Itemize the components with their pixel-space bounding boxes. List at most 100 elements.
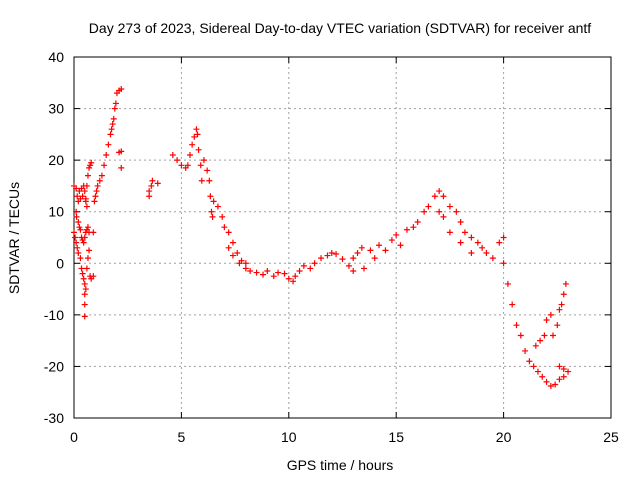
data-point (414, 219, 421, 226)
data-point (560, 291, 567, 298)
data-point (543, 378, 550, 385)
data-point (562, 280, 569, 287)
data-point (560, 366, 567, 373)
data-point (107, 131, 114, 138)
data-point (174, 157, 181, 164)
data-point (184, 162, 191, 169)
data-point (397, 242, 404, 249)
data-point (189, 141, 196, 148)
data-point (358, 244, 365, 251)
data-point (112, 100, 119, 107)
data-point (328, 249, 335, 256)
data-point (200, 157, 207, 164)
data-point (219, 213, 226, 220)
data-point (73, 239, 80, 246)
data-point (81, 291, 88, 298)
data-point (118, 148, 125, 155)
data-point (81, 280, 88, 287)
y-tick-labels: -30 -20 -10 0 10 20 30 40 (44, 49, 64, 426)
grid-lines (74, 57, 611, 418)
data-point (84, 224, 91, 231)
data-point (94, 182, 101, 189)
x-tick-label: 15 (388, 429, 404, 445)
data-point (92, 193, 99, 200)
data-point (281, 270, 288, 277)
data-point (339, 256, 346, 263)
data-point (225, 244, 232, 251)
data-point (210, 198, 217, 205)
data-point (109, 121, 116, 128)
data-point (421, 208, 428, 215)
data-point (238, 257, 245, 264)
data-point (77, 255, 84, 262)
data-point (191, 133, 198, 140)
plot-frame (73, 56, 612, 419)
data-point (526, 358, 533, 365)
data-point (440, 193, 447, 200)
data-point (393, 231, 400, 238)
data-point (110, 115, 117, 122)
data-point (461, 229, 468, 236)
data-point (194, 131, 201, 138)
data-point (532, 342, 539, 349)
data-point (149, 177, 156, 184)
data-point (446, 229, 453, 236)
data-point (388, 237, 395, 244)
x-tick-label: 20 (496, 429, 512, 445)
data-point (88, 159, 95, 166)
data-point (74, 244, 81, 251)
data-point (209, 213, 216, 220)
data-point (354, 249, 361, 256)
data-point (350, 268, 357, 275)
data-point (556, 376, 563, 383)
data-point (290, 278, 297, 285)
data-point (103, 151, 110, 158)
data-point (90, 229, 97, 236)
data-point (101, 162, 108, 169)
data-point (148, 182, 155, 189)
data-point (270, 273, 277, 280)
y-tick-label: -10 (44, 307, 64, 323)
data-point (530, 363, 537, 370)
data-point (552, 381, 559, 388)
data-point (324, 252, 331, 259)
data-point (90, 273, 97, 280)
data-point (98, 172, 105, 179)
data-point (118, 164, 125, 171)
data-point (371, 255, 378, 262)
data-point (242, 265, 249, 272)
data-point (77, 226, 84, 233)
data-point (436, 188, 443, 195)
axis-ticks (73, 56, 612, 419)
data-point (169, 151, 176, 158)
data-point (489, 255, 496, 262)
data-point (360, 265, 367, 272)
data-point (91, 198, 98, 205)
data-point (403, 226, 410, 233)
y-tick-label: 0 (56, 255, 64, 271)
data-point (436, 208, 443, 215)
data-point (550, 332, 557, 339)
data-point (214, 203, 221, 210)
chart-title: Day 273 of 2023, Sidereal Day-to-day VTE… (89, 20, 592, 36)
y-tick-label: -20 (44, 358, 64, 374)
data-point (479, 244, 486, 251)
data-point (547, 311, 554, 318)
y-tick-label: 30 (48, 101, 64, 117)
data-point (80, 275, 87, 282)
data-point (556, 306, 563, 313)
data-point (500, 234, 507, 241)
data-point (221, 224, 228, 231)
data-point (71, 229, 77, 236)
data-point (83, 265, 90, 272)
data-point (195, 146, 202, 153)
data-point (541, 332, 548, 339)
data-point (260, 271, 267, 278)
data-point (247, 268, 254, 275)
data-point (333, 251, 340, 258)
x-tick-label: 0 (70, 429, 78, 445)
data-point (468, 249, 475, 256)
data-point (208, 208, 215, 215)
data-point (197, 162, 204, 169)
